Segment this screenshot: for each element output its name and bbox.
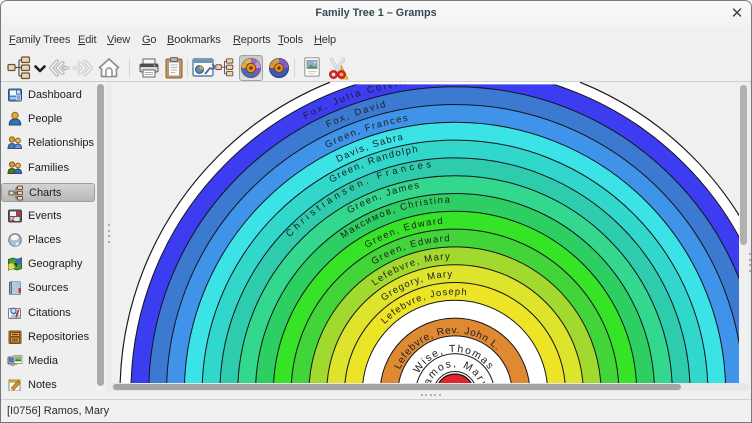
- svg-text:2: 2: [11, 216, 15, 223]
